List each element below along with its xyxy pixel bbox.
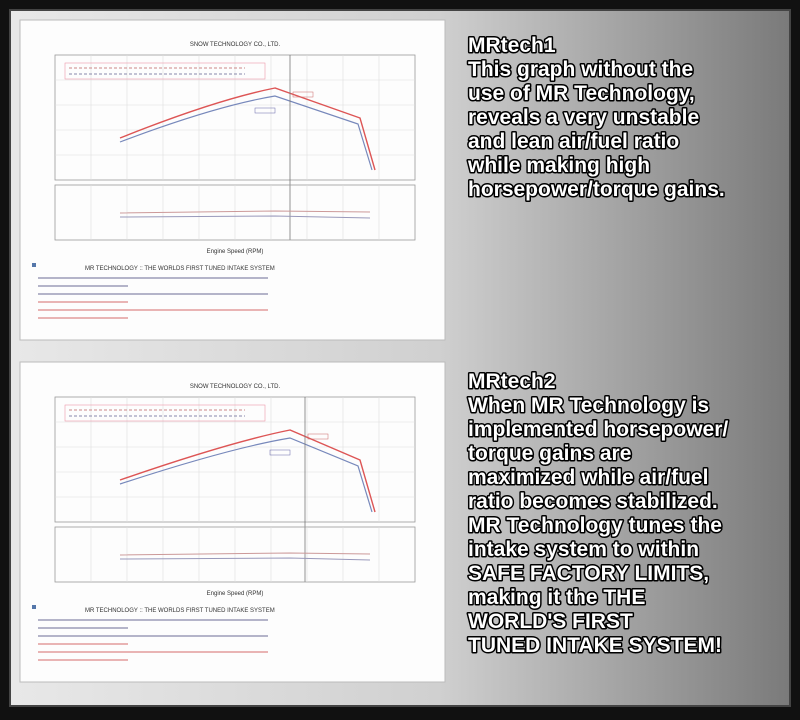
caption: MR TECHNOLOGY :: THE WORLDS FIRST TUNED …	[85, 266, 275, 272]
panel-text-line: horsepower/torque gains.	[468, 178, 725, 201]
panel-text-line: torque gains are	[468, 442, 631, 465]
chart-title: SNOW TECHNOLOGY CO., LTD.	[190, 384, 281, 390]
panel-text-line: When MR Technology is	[468, 394, 709, 417]
panel-text-line: This graph without the	[468, 58, 693, 81]
panel-text-line: while making high	[467, 154, 650, 177]
panel-text-line: MR Technology tunes the	[468, 514, 722, 537]
legend-bullet	[32, 263, 36, 267]
panel-text-line: intake system to within	[468, 538, 699, 561]
marker-tag	[269, 449, 291, 456]
caption: MR TECHNOLOGY :: THE WORLDS FIRST TUNED …	[85, 608, 275, 614]
panel-text-line: WORLD'S FIRST	[468, 610, 633, 633]
panel-text-line: use of MR Technology,	[468, 82, 695, 105]
curve-blue	[119, 437, 373, 513]
panel-text-line: SAFE FACTORY LIMITS,	[468, 562, 709, 585]
afr-curve	[119, 215, 371, 219]
panel-text-line: making it the THE	[468, 586, 645, 609]
marker-tag	[292, 91, 314, 98]
panel-heading: MRtech1	[468, 34, 556, 57]
marker-tag	[254, 107, 276, 114]
legend-bullet	[32, 605, 36, 609]
curve-red	[119, 87, 376, 171]
panel-heading: MRtech2	[468, 370, 556, 393]
legend-box	[64, 62, 266, 80]
panel-text-line: ratio becomes stabilized.	[468, 490, 718, 513]
afr-curve	[119, 210, 371, 214]
legend-box	[64, 404, 266, 422]
panel-text-line: TUNED INTAKE SYSTEM!	[468, 634, 722, 657]
dyno-chart: SNOW TECHNOLOGY CO., LTD. Engine Speed (R…	[19, 19, 446, 341]
panel-text-line: reveals a very unstable	[468, 106, 699, 129]
panel-text-line: implemented horsepower/	[468, 418, 728, 441]
axis-title: Engine Speed (RPM)	[207, 591, 264, 597]
panel-text-line: maximized while air/fuel	[468, 466, 708, 489]
axis-title: Engine Speed (RPM)	[207, 249, 264, 255]
dyno-chart: SNOW TECHNOLOGY CO., LTD. Engine Speed (R…	[19, 361, 446, 683]
panel-text-line: and lean air/fuel ratio	[468, 130, 679, 153]
afr-curve	[119, 552, 371, 556]
afr-curve	[119, 557, 371, 561]
curve-red	[119, 429, 376, 513]
curve-blue	[119, 95, 373, 171]
chart-title: SNOW TECHNOLOGY CO., LTD.	[190, 42, 281, 48]
marker-tag	[307, 433, 329, 440]
